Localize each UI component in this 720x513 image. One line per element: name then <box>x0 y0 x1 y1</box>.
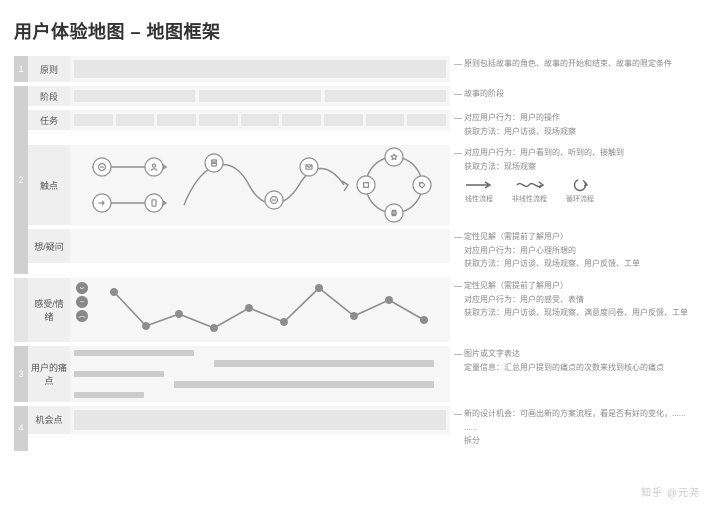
row-content <box>70 56 450 82</box>
legend-label: 线性流程 <box>465 195 493 205</box>
row-label: 想/疑问 <box>28 229 70 263</box>
annotation-text: 定量信息：汇总用户提到的痛点的次数来找到核心的痛点 <box>464 362 706 374</box>
annotation-text: 对应用户行为：用户看到的、听到的、接触到 <box>464 147 706 159</box>
row-content <box>70 406 450 434</box>
row-label: 原则 <box>28 56 70 82</box>
row-label: 触点 <box>28 145 70 225</box>
annotation-text: 图片或文字表达 <box>464 348 706 360</box>
section-number: 2 <box>14 86 28 274</box>
annotation-text: 获取方法：用户访谈、现场观察 <box>464 126 706 138</box>
annotation-text: 获取方法：用户访谈、现场观察、用户反馈、工单 <box>464 258 706 270</box>
annotation-text: 拆分 <box>464 435 706 447</box>
row-content <box>70 229 450 263</box>
row-label: 用户的痛点 <box>28 346 70 402</box>
row-label: 阶段 <box>28 86 70 106</box>
section-number-blank <box>14 278 28 342</box>
row-label: 感受/情绪 <box>28 278 70 342</box>
annotation-text: 定性见解（需提前了解用户） <box>464 231 706 243</box>
annotation-text: 故事的阶段 <box>464 88 706 100</box>
legend-cycle-icon <box>565 178 595 192</box>
row-content <box>70 86 450 106</box>
section-number: 4 <box>14 406 28 451</box>
legend-item: 非线性流程 <box>512 178 547 205</box>
row-content: ᴗ – ︵ <box>70 278 450 342</box>
legend-item: 循环流程 <box>565 178 595 205</box>
row-annotation: 图片或文字表达定量信息：汇总用户提到的痛点的次数来找到核心的痛点 <box>454 346 706 402</box>
pain-point-bars <box>74 350 446 398</box>
annotation-text: 定性见解（需提前了解用户） <box>464 280 706 292</box>
framework-grid: 1原则原则包括故事的角色、故事的开始和结束、故事的限定条件2阶段故事的阶段任务对… <box>14 56 706 451</box>
legend-label: 非线性流程 <box>512 195 547 205</box>
row-annotation: 定性见解（需提前了解用户） 对应用户行为：用户的感受、表情获取方法：用户访谈、现场… <box>454 278 706 342</box>
row-annotation: 对应用户行为：用户看到的、听到的、接触到获取方法：现场观察 线性流程 非线性流程… <box>454 145 706 225</box>
emotion-line-chart <box>70 278 450 342</box>
placeholder-block <box>74 60 446 78</box>
row-annotation: 原则包括故事的角色、故事的开始和结束、故事的限定条件 <box>454 56 706 82</box>
row-label: 机会点 <box>28 406 70 434</box>
touchpoint-diagram <box>70 145 450 225</box>
row-content <box>70 346 450 402</box>
watermark: 知乎 @元尧 <box>641 484 700 499</box>
placeholder-block <box>74 410 446 430</box>
row-annotation: 定性见解（需提前了解用户） 对应用户行为：用户心理所想的获取方法：用户访谈、现场观… <box>454 229 706 274</box>
row-content <box>70 110 450 130</box>
annotation-text: 获取方法：现场观察 <box>464 161 706 173</box>
task-blocks <box>74 114 446 126</box>
legend-linear-icon <box>464 178 494 192</box>
annotation-text: 对应用户行为：用户的操作 <box>464 112 706 124</box>
annotation-text: 原则包括故事的角色、故事的开始和结束、故事的限定条件 <box>464 58 706 70</box>
row-annotation: 故事的阶段 <box>454 86 706 106</box>
section-number: 1 <box>14 56 28 82</box>
row-content <box>70 145 450 225</box>
page-title: 用户体验地图 – 地图框架 <box>14 18 706 44</box>
annotation-text: 对应用户行为：用户心理所想的 <box>464 245 706 257</box>
legend-nonlinear-icon <box>515 178 545 192</box>
row-annotation: 新的设计机会：可画出新的方案流程，看是否有好的变化，............拆分 <box>454 406 706 451</box>
annotation-text: ...... <box>464 422 706 434</box>
section-number: 3 <box>14 346 28 402</box>
stage-blocks <box>74 90 446 102</box>
row-annotation: 对应用户行为：用户的操作获取方法：用户访谈、现场观察 <box>454 110 706 141</box>
legend-item: 线性流程 <box>464 178 494 205</box>
annotation-text: 对应用户行为：用户的感受、表情 <box>464 294 706 306</box>
legend-label: 循环流程 <box>566 195 594 205</box>
flow-legend: 线性流程 非线性流程 循环流程 <box>464 178 706 205</box>
row-label: 任务 <box>28 110 70 130</box>
annotation-text: 获取方法：用户访谈、现场观察、满意度问卷、用户反馈、工单 <box>464 307 706 319</box>
annotation-text: 新的设计机会：可画出新的方案流程，看是否有好的变化，...... <box>464 408 706 420</box>
